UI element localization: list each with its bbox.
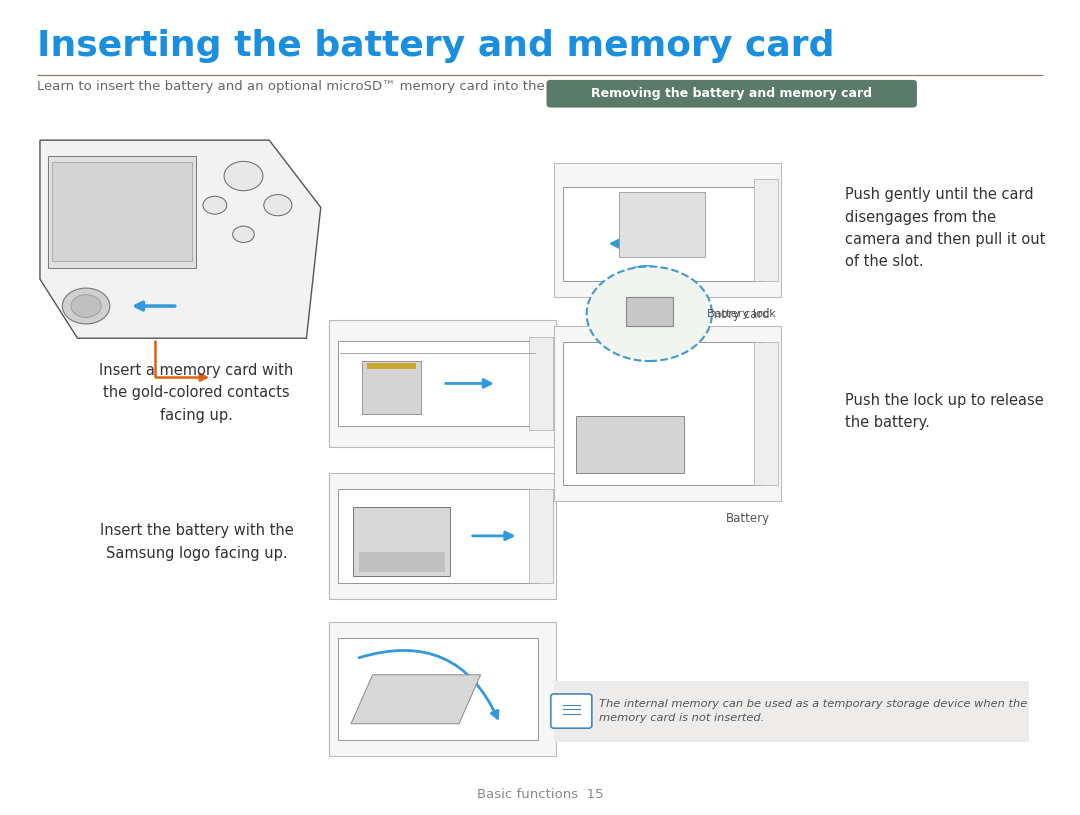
Text: The internal memory can be used as a temporary storage device when the
memory ca: The internal memory can be used as a tem… — [599, 699, 1028, 723]
Text: Push gently until the card
disengages from the
camera and then pull it out
of th: Push gently until the card disengages fr… — [845, 187, 1045, 269]
Bar — [576, 416, 684, 473]
Text: Learn to insert the battery and an optional microSD™ memory card into the camera: Learn to insert the battery and an optio… — [37, 80, 603, 93]
Circle shape — [71, 295, 102, 318]
Text: Push the lock up to release
the battery.: Push the lock up to release the battery. — [845, 393, 1043, 430]
Bar — [563, 342, 762, 485]
Bar — [554, 163, 781, 297]
Bar — [554, 681, 1029, 742]
Bar — [754, 179, 778, 281]
Bar — [619, 192, 705, 257]
Text: Insert a memory card with
the gold-colored contacts
facing up.: Insert a memory card with the gold-color… — [99, 363, 294, 422]
Circle shape — [224, 161, 262, 191]
Bar — [367, 363, 416, 369]
Bar — [362, 361, 421, 414]
Bar — [529, 489, 553, 583]
Bar — [329, 320, 556, 447]
Circle shape — [264, 195, 292, 216]
Bar — [529, 337, 553, 430]
Circle shape — [63, 289, 110, 324]
Text: Memory card: Memory card — [692, 308, 770, 321]
Bar — [338, 489, 538, 583]
Bar — [52, 162, 192, 262]
Text: Inserting the battery and memory card: Inserting the battery and memory card — [37, 29, 834, 63]
Circle shape — [203, 196, 227, 214]
Bar — [329, 622, 556, 756]
Bar — [329, 473, 556, 599]
Polygon shape — [40, 140, 321, 338]
Circle shape — [586, 267, 712, 361]
Bar — [338, 638, 538, 740]
Text: Basic functions  15: Basic functions 15 — [476, 788, 604, 801]
Text: Battery lock: Battery lock — [706, 309, 775, 319]
Bar — [359, 552, 445, 572]
Bar — [338, 341, 538, 426]
Bar — [353, 507, 450, 576]
Text: Battery: Battery — [726, 512, 770, 525]
Bar — [563, 187, 762, 281]
Bar — [48, 156, 197, 268]
Circle shape — [232, 227, 254, 243]
Text: Insert the battery with the
Samsung logo facing up.: Insert the battery with the Samsung logo… — [99, 523, 294, 561]
Bar — [625, 297, 673, 326]
FancyBboxPatch shape — [546, 80, 917, 108]
Bar — [754, 342, 778, 485]
Bar — [554, 326, 781, 501]
Polygon shape — [351, 675, 481, 724]
Text: Removing the battery and memory card: Removing the battery and memory card — [591, 87, 873, 100]
FancyBboxPatch shape — [551, 694, 592, 729]
